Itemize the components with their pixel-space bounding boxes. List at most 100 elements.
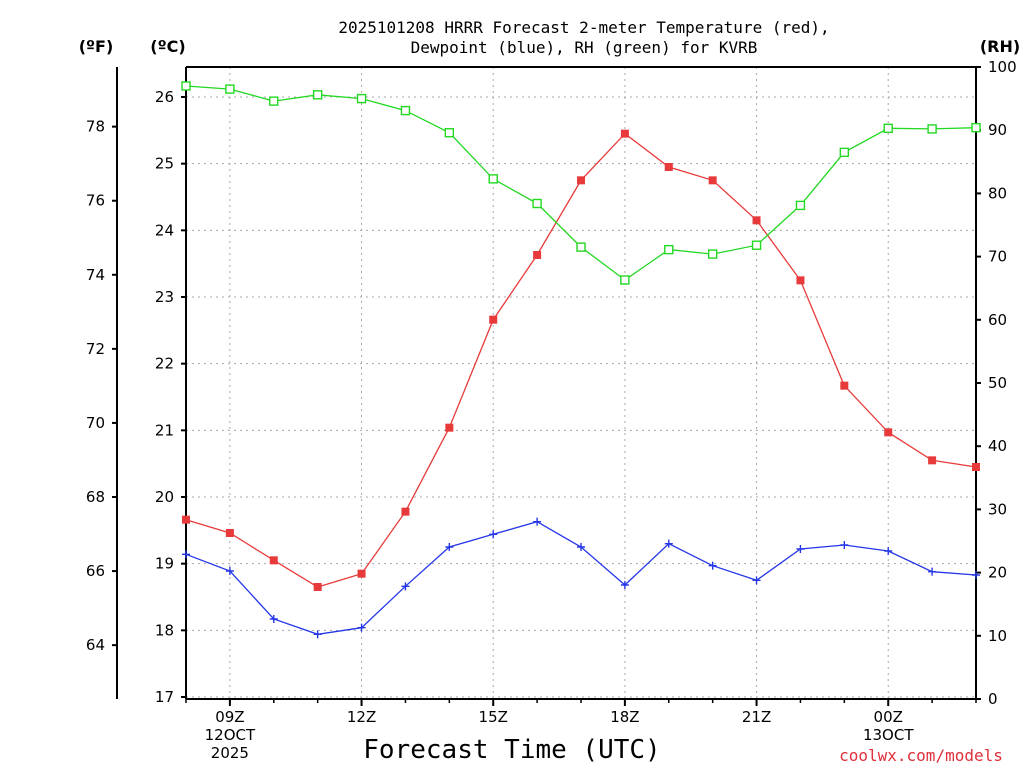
rh-tick-label-10: 10: [988, 627, 1007, 645]
rh-point-25: [927, 124, 937, 134]
fahrenheit-tick-label-70: 70: [86, 414, 105, 432]
dewpoint-point-16: [533, 517, 542, 526]
celsius-tick-label-20: 20: [155, 488, 174, 506]
x-tick-label-18Z: 18Z: [610, 708, 639, 726]
celsius-tick-label-21: 21: [155, 421, 174, 439]
rh-tick-label-70: 70: [988, 248, 1007, 266]
dewpoint-point-20: [708, 561, 717, 570]
temperature-point-22: [796, 276, 805, 285]
dewpoint-point-15: [489, 530, 498, 539]
celsius-tick-label-24: 24: [155, 221, 174, 239]
celsius-tick-label-17: 17: [155, 688, 174, 706]
temperature-point-25: [928, 456, 937, 465]
fahrenheit-tick-label-66: 66: [86, 562, 105, 580]
dewpoint-point-25: [928, 567, 937, 576]
fahrenheit-tick-label-76: 76: [86, 192, 105, 210]
rh-point-14: [444, 128, 455, 138]
celsius-tick-label-22: 22: [155, 355, 174, 373]
dewpoint-point-8: [182, 550, 190, 559]
rh-tick-label-0: 0: [988, 690, 998, 708]
dewpoint-point-9: [225, 567, 234, 575]
dewpoint-point-18: [620, 581, 629, 589]
rh-point-19: [664, 244, 674, 255]
dewpoint-point-17: [577, 543, 585, 551]
temperature-point-12: [357, 569, 366, 578]
rh-tick-label-90: 90: [988, 121, 1007, 139]
dewpoint-point-12: [357, 623, 366, 632]
dewpoint-point-24: [884, 547, 893, 555]
temperature-point-26: [972, 463, 980, 471]
rh-point-15: [488, 174, 498, 184]
fahrenheit-axis-unit-label: (ºF): [79, 37, 114, 56]
temperature-point-14: [445, 423, 454, 432]
dewpoint-point-26: [972, 571, 980, 579]
rh-point-10: [269, 96, 279, 106]
dewpoint-series-line: [185, 520, 977, 635]
temperature-point-20: [708, 176, 717, 185]
rh-point-16: [532, 198, 542, 209]
fahrenheit-tick-label-78: 78: [86, 118, 105, 136]
celsius-tick-label-23: 23: [155, 288, 174, 306]
temperature-point-19: [664, 163, 673, 171]
fahrenheit-tick-label-64: 64: [86, 636, 105, 654]
temperature-point-8: [182, 515, 190, 524]
rh-tick-label-100: 100: [988, 58, 1017, 76]
x-tick-sublabel-00Z-0: 13OCT: [863, 726, 914, 744]
dewpoint-point-22: [796, 545, 805, 553]
tick-labels: 17 18 19 20 21 22 23 24 25 26 64 66 68 70 72 74 76 78 0 10 2…: [86, 58, 1017, 762]
x-tick-label-15Z: 15Z: [479, 708, 508, 726]
temperature-point-9: [225, 529, 234, 537]
rh-point-17: [576, 242, 586, 252]
temperature-point-16: [533, 251, 542, 259]
rh-point-23: [839, 147, 850, 158]
x-tick-sublabel-09Z-0: 12OCT: [205, 726, 256, 744]
celsius-tick-label-26: 26: [155, 88, 174, 106]
celsius-tick-label-19: 19: [155, 555, 174, 573]
rh-tick-label-20: 20: [988, 564, 1007, 582]
fahrenheit-tick-label-74: 74: [86, 266, 105, 284]
rh-point-8: [181, 81, 191, 91]
rh-axis-unit-label: (RH): [980, 37, 1020, 56]
rh-tick-label-60: 60: [988, 311, 1007, 329]
dewpoint-point-13: [401, 582, 410, 591]
rh-tick-label-80: 80: [988, 184, 1007, 202]
temperature-point-11: [313, 583, 322, 591]
dewpoint-point-19: [664, 539, 673, 548]
dewpoint-point-11: [313, 630, 322, 639]
celsius-axis-unit-label: (ºC): [150, 37, 185, 56]
rh-point-24: [883, 123, 893, 134]
temperature-point-15: [489, 315, 498, 324]
series: [181, 81, 981, 639]
rh-point-13: [400, 105, 411, 116]
rh-tick-label-30: 30: [988, 500, 1007, 518]
temperature-point-10: [269, 556, 278, 565]
temperature-point-18: [620, 129, 629, 138]
temperature-point-17: [577, 176, 585, 185]
x-tick-label-00Z: 00Z: [874, 708, 903, 726]
chart-title-line-2: Dewpoint (blue), RH (green) for KVRB: [411, 38, 758, 57]
rh-point-21: [751, 240, 762, 250]
temperature-point-24: [884, 428, 893, 437]
rh-point-18: [620, 275, 630, 285]
chart-title: 2025101208 HRRR Forecast 2-meter Tempera…: [338, 18, 829, 57]
celsius-tick-label-25: 25: [155, 155, 174, 173]
temperature-series-line: [185, 132, 977, 588]
x-tick-label-12Z: 12Z: [347, 708, 376, 726]
axes: [112, 66, 981, 706]
dewpoint-point-14: [445, 543, 454, 551]
rh-point-12: [356, 93, 367, 104]
dewpoint-point-23: [840, 541, 849, 549]
x-tick-label-09Z: 09Z: [215, 708, 244, 726]
temperature-point-23: [840, 381, 849, 390]
rh-point-9: [225, 84, 235, 94]
dewpoint-point-21: [752, 576, 761, 585]
x-axis-label: Forecast Time (UTC): [363, 735, 660, 765]
fahrenheit-tick-label-68: 68: [86, 488, 105, 506]
fahrenheit-tick-label-72: 72: [86, 340, 105, 358]
rh-point-26: [971, 122, 981, 133]
rh-tick-label-40: 40: [988, 437, 1007, 455]
dewpoint-point-10: [269, 615, 278, 623]
celsius-tick-label-18: 18: [155, 621, 174, 639]
rh-tick-label-50: 50: [988, 374, 1007, 392]
